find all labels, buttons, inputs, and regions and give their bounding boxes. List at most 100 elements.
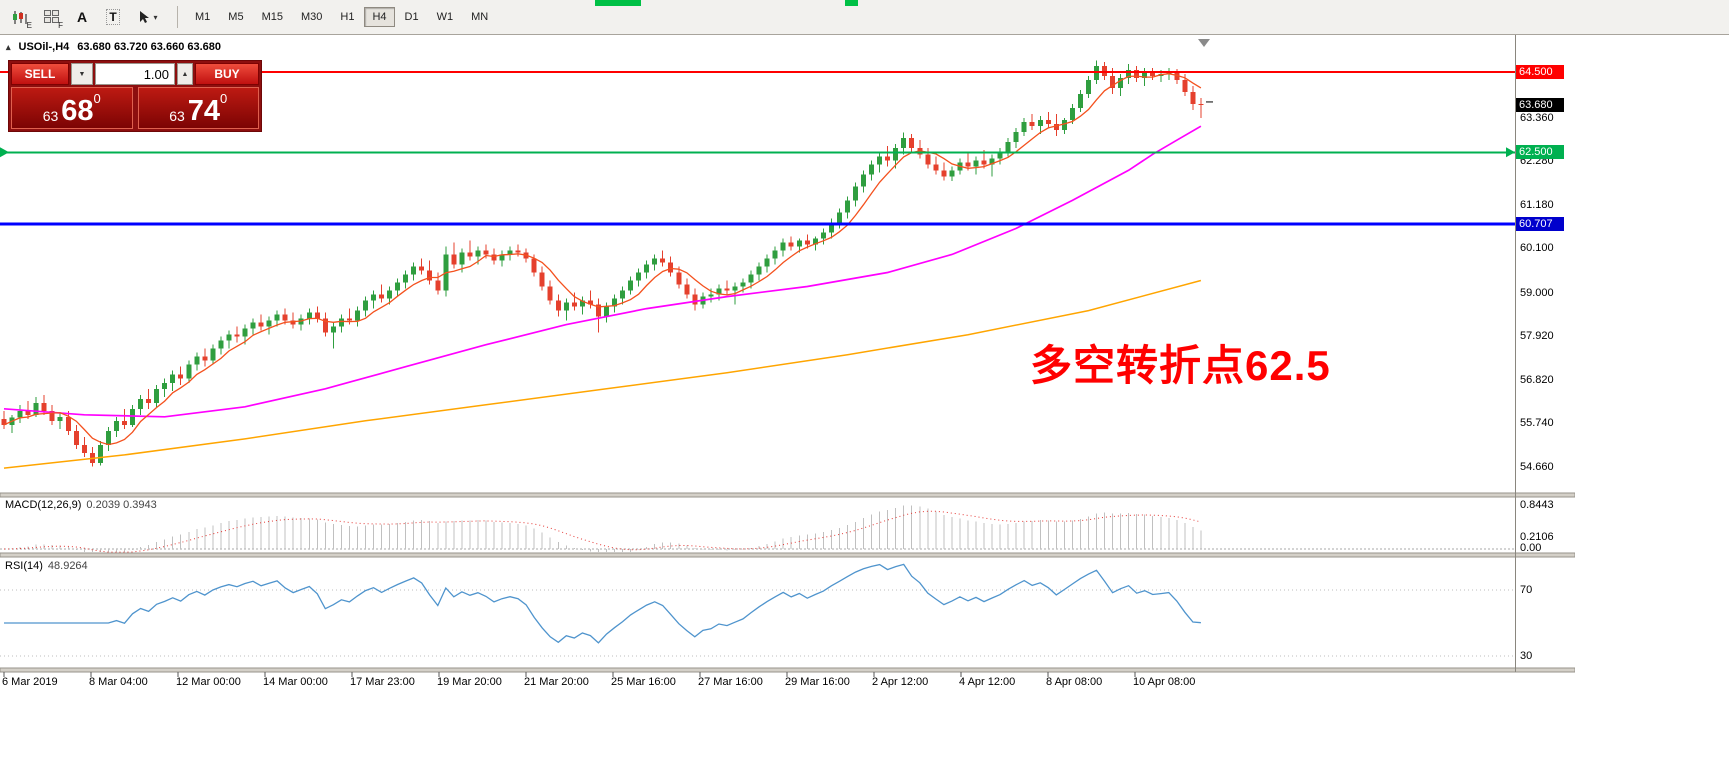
font-tool-icon[interactable]: A [68, 4, 96, 30]
candle [1134, 66, 1140, 83]
candle [218, 336, 224, 355]
ma-mid-line [3, 125, 1202, 418]
candle [595, 298, 601, 333]
candle [379, 284, 385, 303]
cursor-tool-icon[interactable]: ▾ [130, 4, 166, 30]
bid-point: 0 [93, 91, 101, 106]
candle [138, 394, 144, 415]
volume-up-icon[interactable]: ▲ [177, 63, 193, 85]
macd-scale-current: 0.2106 [1520, 531, 1554, 543]
collapse-icon[interactable]: ▴ [6, 41, 11, 52]
candle [539, 266, 545, 291]
bid-pips: 68 [61, 95, 94, 127]
candle [234, 326, 240, 343]
rsi-line [4, 563, 1201, 644]
cropped-toolbar-artifact [845, 0, 858, 6]
candle [105, 426, 111, 451]
candle [909, 134, 915, 153]
buy-button[interactable]: BUY [195, 63, 259, 85]
candle [146, 388, 152, 409]
candle [1077, 90, 1083, 113]
candle [186, 360, 192, 383]
macd-scale-zero: 0.00 [1520, 542, 1542, 554]
ohlc-values: 63.680 63.720 63.660 63.680 [77, 41, 222, 53]
text-tool-label: T [106, 9, 120, 25]
candle [354, 306, 360, 327]
candle [668, 256, 674, 277]
rsi-layer [0, 563, 1515, 657]
ask-price-display[interactable]: 63 74 0 [137, 87, 259, 129]
candle [788, 236, 794, 251]
tool-sub-label: E [26, 21, 32, 30]
candle [820, 228, 826, 245]
candle [933, 156, 939, 175]
timeframe-h1[interactable]: H1 [332, 7, 362, 27]
timeframe-m1[interactable]: M1 [187, 7, 218, 27]
timeframe-mn[interactable]: MN [463, 7, 496, 27]
timeframe-w1[interactable]: W1 [429, 7, 462, 27]
candle [178, 366, 184, 385]
toolbar: E F A T ▾ M1 M5 M15 M30 H1 H4 D1 W1 MN [0, 0, 1729, 35]
candle [306, 308, 312, 325]
panel-separator[interactable] [0, 667, 1575, 673]
candle [869, 160, 875, 181]
text-tool-icon[interactable]: T [99, 4, 127, 30]
time-axis-label: 8 Apr 08:00 [1046, 676, 1103, 688]
candle [579, 296, 585, 315]
candle [901, 132, 907, 155]
candle [941, 162, 947, 181]
timeframe-h4[interactable]: H4 [364, 7, 395, 27]
tile-windows-icon[interactable]: F [37, 4, 65, 30]
candle [1037, 116, 1043, 135]
candle [154, 384, 160, 407]
candle [435, 272, 441, 295]
candle [33, 396, 39, 417]
price-scale-label: 59.000 [1520, 286, 1554, 299]
candle [555, 294, 561, 317]
volume-input[interactable] [95, 63, 175, 85]
candle [403, 270, 409, 289]
timeframe-m5[interactable]: M5 [220, 7, 251, 27]
price-scale-label: 60.100 [1520, 242, 1554, 255]
time-axis-label: 21 Mar 20:00 [524, 676, 589, 688]
candle [764, 254, 770, 273]
candle [1061, 118, 1067, 135]
candle [467, 240, 473, 261]
candle [338, 314, 344, 333]
candlestick-chart-canvas[interactable] [0, 35, 1575, 695]
chart-window-icon[interactable]: E [6, 4, 34, 30]
candle [210, 344, 216, 365]
candle [676, 266, 682, 289]
candle [443, 246, 449, 297]
candle [692, 288, 698, 311]
price-scale-label: 56.820 [1520, 373, 1554, 386]
time-axis-label: 10 Apr 08:00 [1133, 676, 1196, 688]
candle [1021, 118, 1027, 137]
volume-dropdown-icon[interactable]: ▼ [71, 63, 93, 85]
macd-label: MACD(12,26,9) 0.2039 0.3943 [5, 499, 157, 511]
panel-separator[interactable] [0, 492, 1575, 498]
candle [1053, 114, 1059, 137]
candle [202, 348, 208, 367]
candle [804, 234, 810, 249]
candle [563, 298, 569, 321]
timeframe-m30[interactable]: M30 [293, 7, 330, 27]
chart-annotation: 多空转折点62.5 [1030, 342, 1331, 389]
time-axis-label: 8 Mar 04:00 [89, 676, 148, 688]
price-badge-62.500: 62.500 [1516, 145, 1564, 160]
candle [660, 250, 666, 267]
candle [298, 314, 304, 331]
time-axis-label: 29 Mar 16:00 [785, 676, 850, 688]
ask-point: 0 [220, 91, 228, 106]
candle [65, 410, 71, 435]
candles-layer [1, 60, 1204, 467]
timeframe-m15[interactable]: M15 [254, 7, 291, 27]
panel-separator[interactable] [0, 552, 1575, 558]
timeframe-d1[interactable]: D1 [397, 7, 427, 27]
candle [1029, 114, 1035, 131]
candle [81, 436, 87, 457]
candle [644, 260, 650, 279]
bid-price-display[interactable]: 63 68 0 [11, 87, 133, 129]
bid-integer: 63 [42, 108, 59, 124]
sell-button[interactable]: SELL [11, 63, 69, 85]
